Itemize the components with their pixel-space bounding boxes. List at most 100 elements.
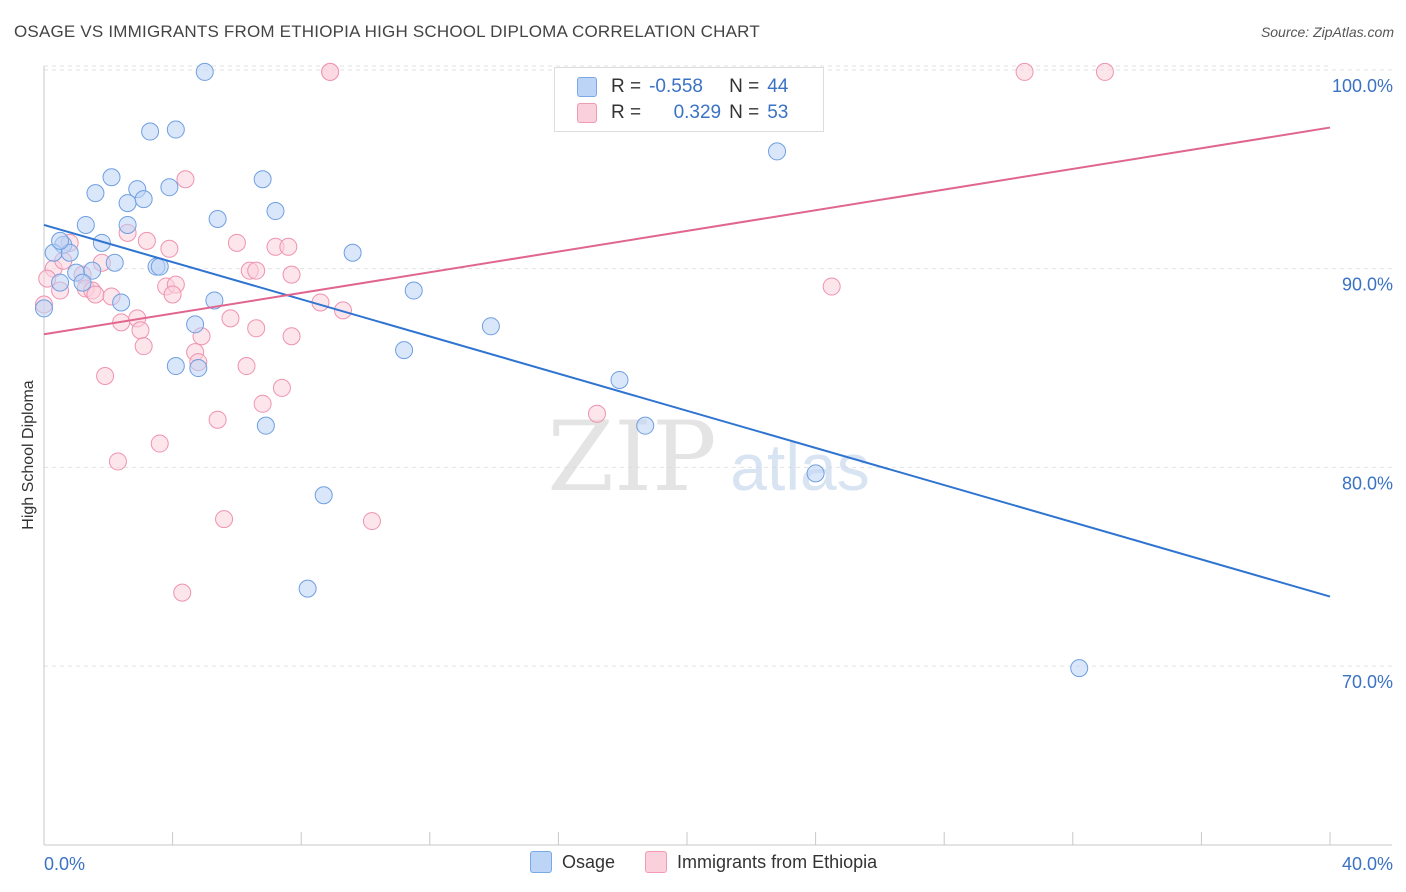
osage-swatch bbox=[577, 77, 597, 97]
osage-point-16 bbox=[60, 243, 79, 262]
osage-point-33 bbox=[189, 359, 208, 378]
ethiopia-point-34 bbox=[134, 337, 153, 356]
osage-point-29 bbox=[186, 315, 205, 334]
stats-legend: R = -0.558 N = 44 R = 0.329 N = 53 bbox=[554, 67, 824, 132]
x-tick-label-max: 40.0% bbox=[1342, 854, 1393, 874]
osage-point-39 bbox=[298, 579, 317, 598]
ethiopia-point-49 bbox=[173, 583, 192, 602]
legend-osage-label: Osage bbox=[562, 851, 616, 872]
ethiopia-point-40 bbox=[96, 366, 115, 385]
legend-item-ethiopia: Immigrants from Ethiopia bbox=[645, 851, 877, 873]
ethiopia-point-3 bbox=[1095, 62, 1114, 81]
osage-point-43 bbox=[51, 231, 70, 250]
osage-n-label: N = bbox=[729, 76, 760, 97]
watermark-atlas: atlas bbox=[730, 430, 869, 504]
osage-point-28 bbox=[404, 281, 423, 300]
series-osage-points bbox=[35, 62, 1089, 678]
series-legend: Osage Immigrants from Ethiopia bbox=[530, 851, 907, 873]
ethiopia-trend-line bbox=[43, 126, 1331, 336]
ethiopia-point-7 bbox=[160, 239, 179, 258]
osage-point-10 bbox=[266, 202, 285, 221]
ethiopia-swatch bbox=[577, 103, 597, 123]
ethiopia-r-value: 0.329 bbox=[673, 102, 722, 123]
legend-ethiopia-swatch bbox=[645, 851, 668, 873]
ethiopia-point-31 bbox=[131, 321, 150, 340]
legend-row-ethiopia: R = 0.329 N = 53 bbox=[577, 100, 788, 126]
ethiopia-point-8 bbox=[227, 233, 246, 252]
osage-point-7 bbox=[134, 190, 153, 209]
osage-point-27 bbox=[205, 291, 224, 310]
osage-point-1 bbox=[141, 122, 160, 141]
osage-n-value: 44 bbox=[767, 76, 789, 97]
ethiopia-point-36 bbox=[282, 327, 301, 346]
trend-lines bbox=[43, 126, 1331, 598]
osage-point-11 bbox=[76, 215, 95, 234]
osage-point-17 bbox=[92, 233, 111, 252]
osage-point-24 bbox=[73, 273, 92, 292]
osage-point-4 bbox=[86, 184, 105, 203]
osage-r-value: -0.558 bbox=[649, 76, 703, 97]
ethiopia-point-46 bbox=[108, 452, 127, 471]
osage-point-34 bbox=[610, 370, 629, 389]
ethiopia-point-16 bbox=[247, 261, 266, 280]
legend-ethiopia-label: Immigrants from Ethiopia bbox=[677, 851, 878, 872]
y-tick-label-70: 70.0% bbox=[1342, 672, 1393, 692]
osage-point-32 bbox=[166, 357, 185, 376]
ethiopia-point-28 bbox=[822, 277, 841, 296]
osage-point-2 bbox=[166, 120, 185, 139]
ethiopia-point-6 bbox=[137, 231, 156, 250]
legend-item-osage: Osage bbox=[530, 851, 615, 873]
osage-trend-line bbox=[43, 223, 1331, 598]
ethiopia-point-43 bbox=[208, 410, 227, 429]
legend-osage-swatch bbox=[530, 851, 552, 873]
ethiopia-n-label: N = bbox=[729, 102, 760, 123]
ethiopia-point-42 bbox=[253, 394, 272, 413]
grid-lines bbox=[44, 65, 1392, 667]
ethiopia-point-44 bbox=[587, 404, 606, 423]
ethiopia-point-21 bbox=[86, 285, 105, 304]
osage-point-26 bbox=[112, 293, 131, 312]
ethiopia-point-47 bbox=[215, 510, 234, 529]
y-tick-label-100: 100.0% bbox=[1332, 76, 1393, 96]
ethiopia-point-48 bbox=[362, 512, 381, 531]
ethiopia-n-value: 53 bbox=[767, 102, 789, 123]
osage-point-13 bbox=[208, 209, 227, 228]
ethiopia-point-24 bbox=[163, 285, 182, 304]
osage-point-12 bbox=[118, 215, 137, 234]
osage-r-label: R = bbox=[611, 76, 642, 97]
ethiopia-point-2 bbox=[1015, 62, 1034, 81]
ethiopia-point-32 bbox=[221, 309, 240, 328]
ethiopia-point-10 bbox=[279, 237, 298, 256]
osage-point-18 bbox=[105, 253, 124, 272]
osage-point-23 bbox=[51, 273, 70, 292]
ethiopia-point-45 bbox=[150, 434, 169, 453]
chart-title: OSAGE VS IMMIGRANTS FROM ETHIOPIA HIGH S… bbox=[14, 22, 760, 41]
ethiopia-r-label: R = bbox=[611, 102, 642, 123]
watermark-zip: ZIP bbox=[547, 401, 716, 513]
tick-labels: 70.0% 80.0% 90.0% 100.0% 0.0% 40.0% bbox=[44, 76, 1393, 874]
ethiopia-point-33 bbox=[247, 319, 266, 338]
osage-point-40 bbox=[768, 142, 787, 161]
osage-point-36 bbox=[636, 416, 655, 435]
y-tick-label-80: 80.0% bbox=[1342, 473, 1393, 493]
osage-point-38 bbox=[314, 486, 333, 505]
osage-point-42 bbox=[35, 299, 53, 318]
osage-point-20 bbox=[343, 243, 362, 262]
osage-point-0 bbox=[195, 62, 214, 81]
ethiopia-point-17 bbox=[282, 265, 301, 284]
x-tick-label-min: 0.0% bbox=[44, 854, 85, 874]
ethiopia-point-39 bbox=[237, 357, 256, 376]
axes bbox=[43, 66, 1392, 846]
osage-point-37 bbox=[806, 464, 825, 483]
legend-row-osage: R = -0.558 N = 44 bbox=[577, 74, 788, 100]
ethiopia-point-1 bbox=[321, 62, 340, 81]
source-label: Source: ZipAtlas.com bbox=[1260, 24, 1394, 40]
osage-point-22 bbox=[83, 261, 102, 280]
osage-point-41 bbox=[1070, 659, 1089, 678]
ethiopia-point-4 bbox=[176, 170, 195, 189]
osage-point-3 bbox=[102, 168, 121, 187]
osage-point-30 bbox=[481, 317, 500, 336]
osage-point-8 bbox=[160, 178, 179, 197]
y-tick-label-90: 90.0% bbox=[1342, 275, 1393, 295]
